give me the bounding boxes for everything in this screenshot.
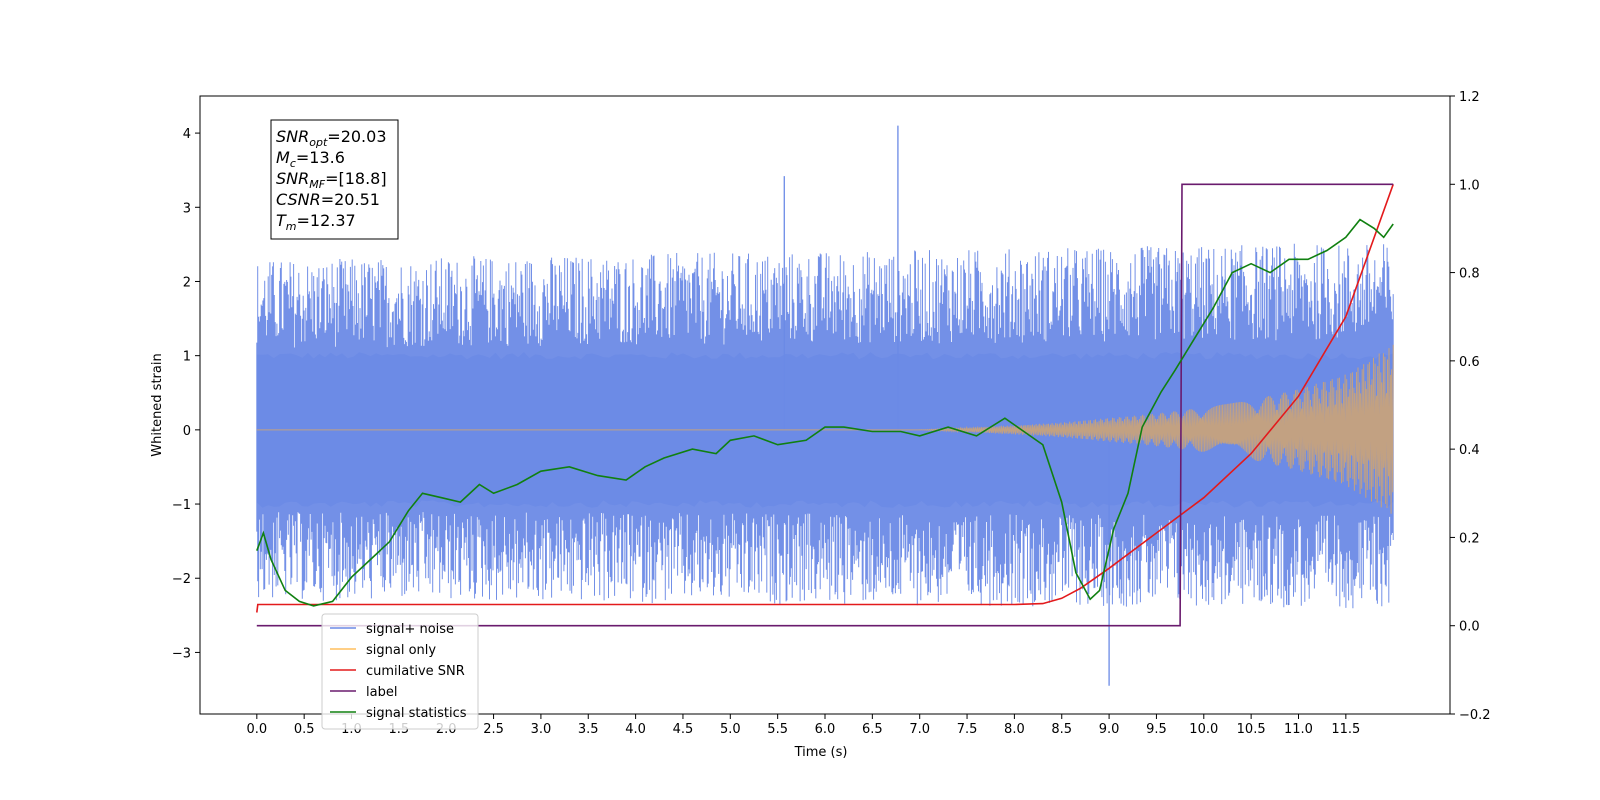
y-axis-label: Whitened strain: [150, 353, 165, 456]
plot-area: [256, 125, 1394, 686]
legend-entry: signal statistics: [366, 706, 467, 721]
x-tick-label: 6.0: [815, 722, 836, 737]
y2-tick-label: −0.2: [1459, 708, 1491, 723]
x-tick-label: 3.0: [531, 722, 552, 737]
y2-axis: −0.2 0.0 0.2 0.4 0.6 0.8 1.0 1.2: [1450, 90, 1491, 723]
series-cumilative-snr: [256, 184, 1394, 613]
annotation-line: CSNR=20.51: [276, 190, 380, 209]
annotation-frame: [270, 119, 399, 240]
y2-tick-label: 1.2: [1459, 90, 1480, 105]
y2-tick-label: 1.0: [1459, 178, 1480, 193]
annotation-line: Tm=12.37: [276, 211, 356, 233]
y2-tick-label: 0.2: [1459, 531, 1480, 546]
x-tick-label: 5.0: [720, 722, 741, 737]
x-tick-label: 7.0: [909, 722, 930, 737]
x-tick-label: 0.0: [246, 722, 267, 737]
legend-entry: signal only: [366, 643, 436, 658]
legend-entry: label: [366, 685, 397, 700]
legend-entry: cumilative SNR: [366, 664, 465, 679]
x-tick-label: 10.0: [1189, 722, 1218, 737]
x-axis-label: Time (s): [794, 745, 848, 760]
x-tick-label: 11.5: [1331, 722, 1360, 737]
annotation-line: Mc=13.6: [276, 148, 345, 170]
x-tick-label: 5.5: [767, 722, 788, 737]
x-tick-label: 4.5: [673, 722, 694, 737]
x-tick-label: 4.0: [625, 722, 646, 737]
x-tick-label: 0.5: [294, 722, 315, 737]
y-tick-label: −3: [172, 646, 191, 661]
x-tick-label: 8.5: [1051, 722, 1072, 737]
x-tick-label: 2.5: [483, 722, 504, 737]
series-label: [256, 183, 1394, 627]
x-tick-label: 9.0: [1099, 722, 1120, 737]
series-signal-only: [256, 344, 1394, 514]
y-tick-label: 4: [183, 127, 191, 142]
y-axis: −3 −2 −1 0 1 2 3 4: [172, 127, 200, 661]
x-tick-label: 11.0: [1284, 722, 1313, 737]
y-tick-label: 1: [183, 350, 191, 365]
y-tick-label: 0: [183, 424, 191, 439]
x-tick-label: 10.5: [1237, 722, 1266, 737]
annotation-line: SNRopt=20.03: [276, 127, 387, 149]
legend: signal+ noise signal only cumilative SNR la…: [321, 613, 479, 730]
y-tick-label: 3: [183, 201, 191, 216]
annotation-line: SNRMF=[18.8]: [276, 169, 387, 191]
y2-tick-label: 0.6: [1459, 355, 1480, 370]
x-tick-label: 9.5: [1146, 722, 1167, 737]
y-tick-label: 2: [183, 275, 191, 290]
x-tick-label: 7.5: [957, 722, 978, 737]
legend-frame: [321, 613, 479, 730]
y2-tick-label: 0.4: [1459, 443, 1480, 458]
x-tick-label: 6.5: [862, 722, 883, 737]
series-signal-statistics: [256, 218, 1394, 607]
y2-tick-label: 0.0: [1459, 620, 1480, 635]
x-tick-label: 3.5: [578, 722, 599, 737]
legend-entry: signal+ noise: [366, 622, 454, 637]
y-tick-label: −1: [172, 498, 191, 513]
y-tick-label: −2: [172, 572, 191, 587]
y2-tick-label: 0.8: [1459, 267, 1480, 282]
annotation-box: SNRopt=20.03Mc=13.6SNRMF=[18.8]CSNR=20.5…: [270, 119, 399, 240]
x-tick-label: 8.0: [1004, 722, 1025, 737]
